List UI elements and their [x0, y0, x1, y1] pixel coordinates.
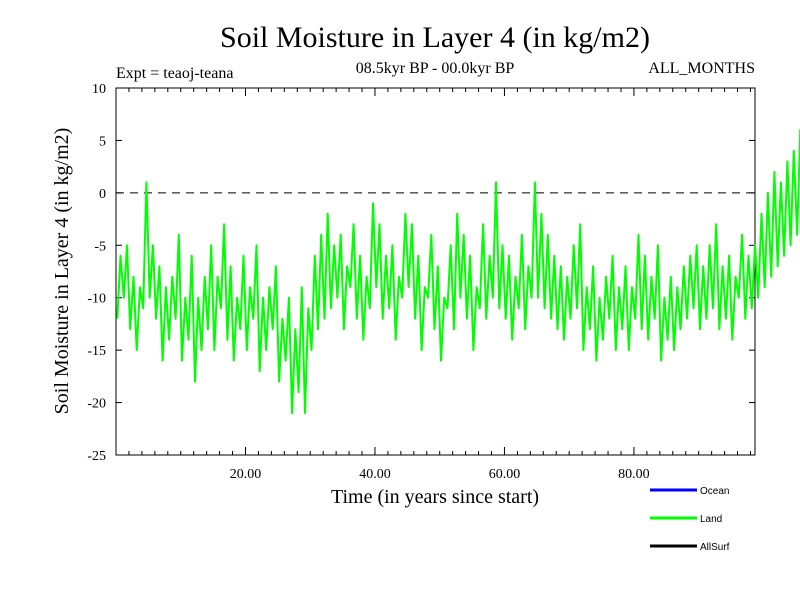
x-tick-label: 60.00 [489, 467, 521, 482]
legend-allsurf-label: AllSurf [700, 542, 730, 553]
subtitle-period: 08.5kyr BP - 00.0kyr BP [356, 60, 515, 77]
y-tick-label: -15 [87, 344, 106, 359]
y-tick-label: 10 [92, 82, 106, 97]
y-tick-label: 5 [99, 134, 106, 149]
chart-title: Soil Moisture in Layer 4 (in kg/m2) [220, 21, 650, 54]
legend-land-label: Land [700, 514, 722, 525]
y-axis: 10 5 0 -5 -10 -15 -20 -25 [87, 82, 755, 464]
subtitle-months: ALL_MONTHS [648, 60, 755, 77]
x-axis-label: Time (in years since start) [331, 486, 539, 508]
y-tick-label: 0 [99, 187, 106, 202]
y-tick-label: -25 [87, 449, 106, 464]
y-tick-label: -5 [94, 239, 106, 254]
plot-frame [115, 87, 756, 456]
x-tick-label: 80.00 [618, 467, 650, 482]
subtitle-experiment: Expt = teaoj-teana [116, 65, 233, 82]
legend-ocean-label: Ocean [700, 486, 729, 497]
y-axis-label: Soil Moisture in Layer 4 (in kg/m2) [51, 128, 73, 415]
x-tick-label: 40.00 [359, 467, 391, 482]
legend: Ocean Land AllSurf [650, 486, 730, 553]
y-tick-label: -10 [87, 292, 106, 307]
land-series-line [116, 128, 800, 415]
y-tick-label: -20 [87, 397, 106, 412]
x-axis: 20.00 40.00 60.00 80.00 [128, 88, 751, 482]
x-tick-label: 20.00 [230, 467, 262, 482]
